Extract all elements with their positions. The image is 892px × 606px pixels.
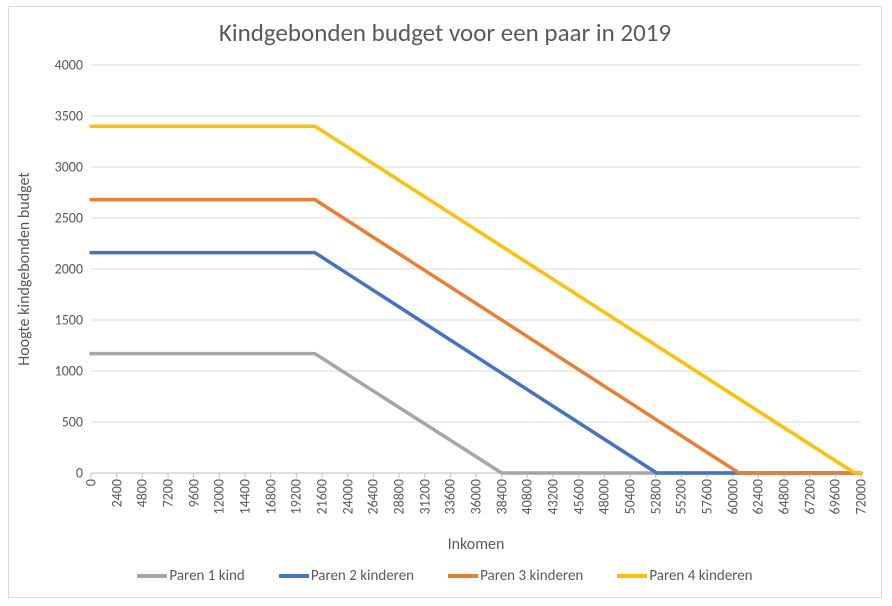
- y-tick-label: 3000: [37, 159, 83, 176]
- x-tick-label: 31200: [416, 479, 433, 514]
- x-axis-ticks: 0240048007200960012000144001680019200216…: [91, 473, 861, 535]
- x-tick-label: 28800: [391, 479, 408, 514]
- y-tick-label: 0: [37, 465, 83, 482]
- x-tick-label: 14400: [237, 479, 254, 514]
- x-tick-label: 45600: [570, 479, 587, 514]
- x-tick-label: 19200: [288, 479, 305, 514]
- legend-swatch: [448, 574, 478, 578]
- y-axis-ticks: 05001000150020002500300035004000: [37, 65, 83, 473]
- series-line: [91, 200, 861, 473]
- x-tick-label: 43200: [545, 479, 562, 514]
- x-tick-label: 12000: [211, 479, 228, 514]
- series-line: [91, 253, 861, 473]
- legend: Paren 1 kind Paren 2 kinderen Paren 3 kind…: [9, 563, 881, 589]
- x-tick-label: 24000: [339, 479, 356, 514]
- legend-swatch: [279, 574, 309, 578]
- series-line: [91, 126, 861, 473]
- legend-swatch: [617, 574, 647, 578]
- legend-label: Paren 1 kind: [169, 567, 244, 585]
- legend-item: Paren 2 kinderen: [279, 567, 414, 585]
- x-tick-label: 9600: [185, 479, 202, 507]
- x-tick-label: 40800: [519, 479, 536, 514]
- x-tick-label: 38400: [493, 479, 510, 514]
- legend-item: Paren 3 kinderen: [448, 567, 583, 585]
- x-tick-label: 50400: [622, 479, 639, 514]
- x-tick-label: 36000: [468, 479, 485, 514]
- x-tick-label: 64800: [776, 479, 793, 514]
- x-tick-label: 21600: [314, 479, 331, 514]
- chart-title: Kindgebonden budget voor een paar in 201…: [9, 17, 881, 48]
- legend-swatch: [137, 574, 167, 578]
- y-tick-label: 2000: [37, 261, 83, 278]
- x-tick-label: 26400: [365, 479, 382, 514]
- x-tick-label: 7200: [160, 479, 177, 507]
- legend-label: Paren 3 kinderen: [480, 567, 583, 585]
- legend-label: Paren 4 kinderen: [649, 567, 752, 585]
- x-tick-label: 52800: [647, 479, 664, 514]
- x-tick-label: 2400: [108, 479, 125, 507]
- y-tick-label: 500: [37, 414, 83, 431]
- y-tick-label: 1000: [37, 363, 83, 380]
- chart-svg: [91, 65, 861, 473]
- y-tick-label: 1500: [37, 312, 83, 329]
- x-tick-label: 16800: [262, 479, 279, 514]
- x-tick-label: 60000: [724, 479, 741, 514]
- x-tick-label: 57600: [699, 479, 716, 514]
- y-tick-label: 3500: [37, 108, 83, 125]
- legend-label: Paren 2 kinderen: [311, 567, 414, 585]
- x-tick-label: 33600: [442, 479, 459, 514]
- series-line: [91, 354, 861, 473]
- plot-area: [91, 65, 861, 473]
- legend-item: Paren 4 kinderen: [617, 567, 752, 585]
- x-axis-label: Inkomen: [91, 535, 861, 554]
- y-tick-label: 4000: [37, 57, 83, 74]
- x-tick-label: 4800: [134, 479, 151, 507]
- x-tick-label: 72000: [853, 479, 870, 514]
- x-tick-label: 55200: [673, 479, 690, 514]
- y-tick-label: 2500: [37, 210, 83, 227]
- x-tick-label: 62400: [750, 479, 767, 514]
- x-tick-label: 48000: [596, 479, 613, 514]
- legend-item: Paren 1 kind: [137, 567, 244, 585]
- x-tick-label: 69600: [827, 479, 844, 514]
- y-axis-label: Hoogte kindgebonden budget: [15, 65, 35, 473]
- x-tick-label: 0: [83, 479, 100, 486]
- x-tick-label: 67200: [801, 479, 818, 514]
- chart-container: Kindgebonden budget voor een paar in 201…: [8, 6, 882, 598]
